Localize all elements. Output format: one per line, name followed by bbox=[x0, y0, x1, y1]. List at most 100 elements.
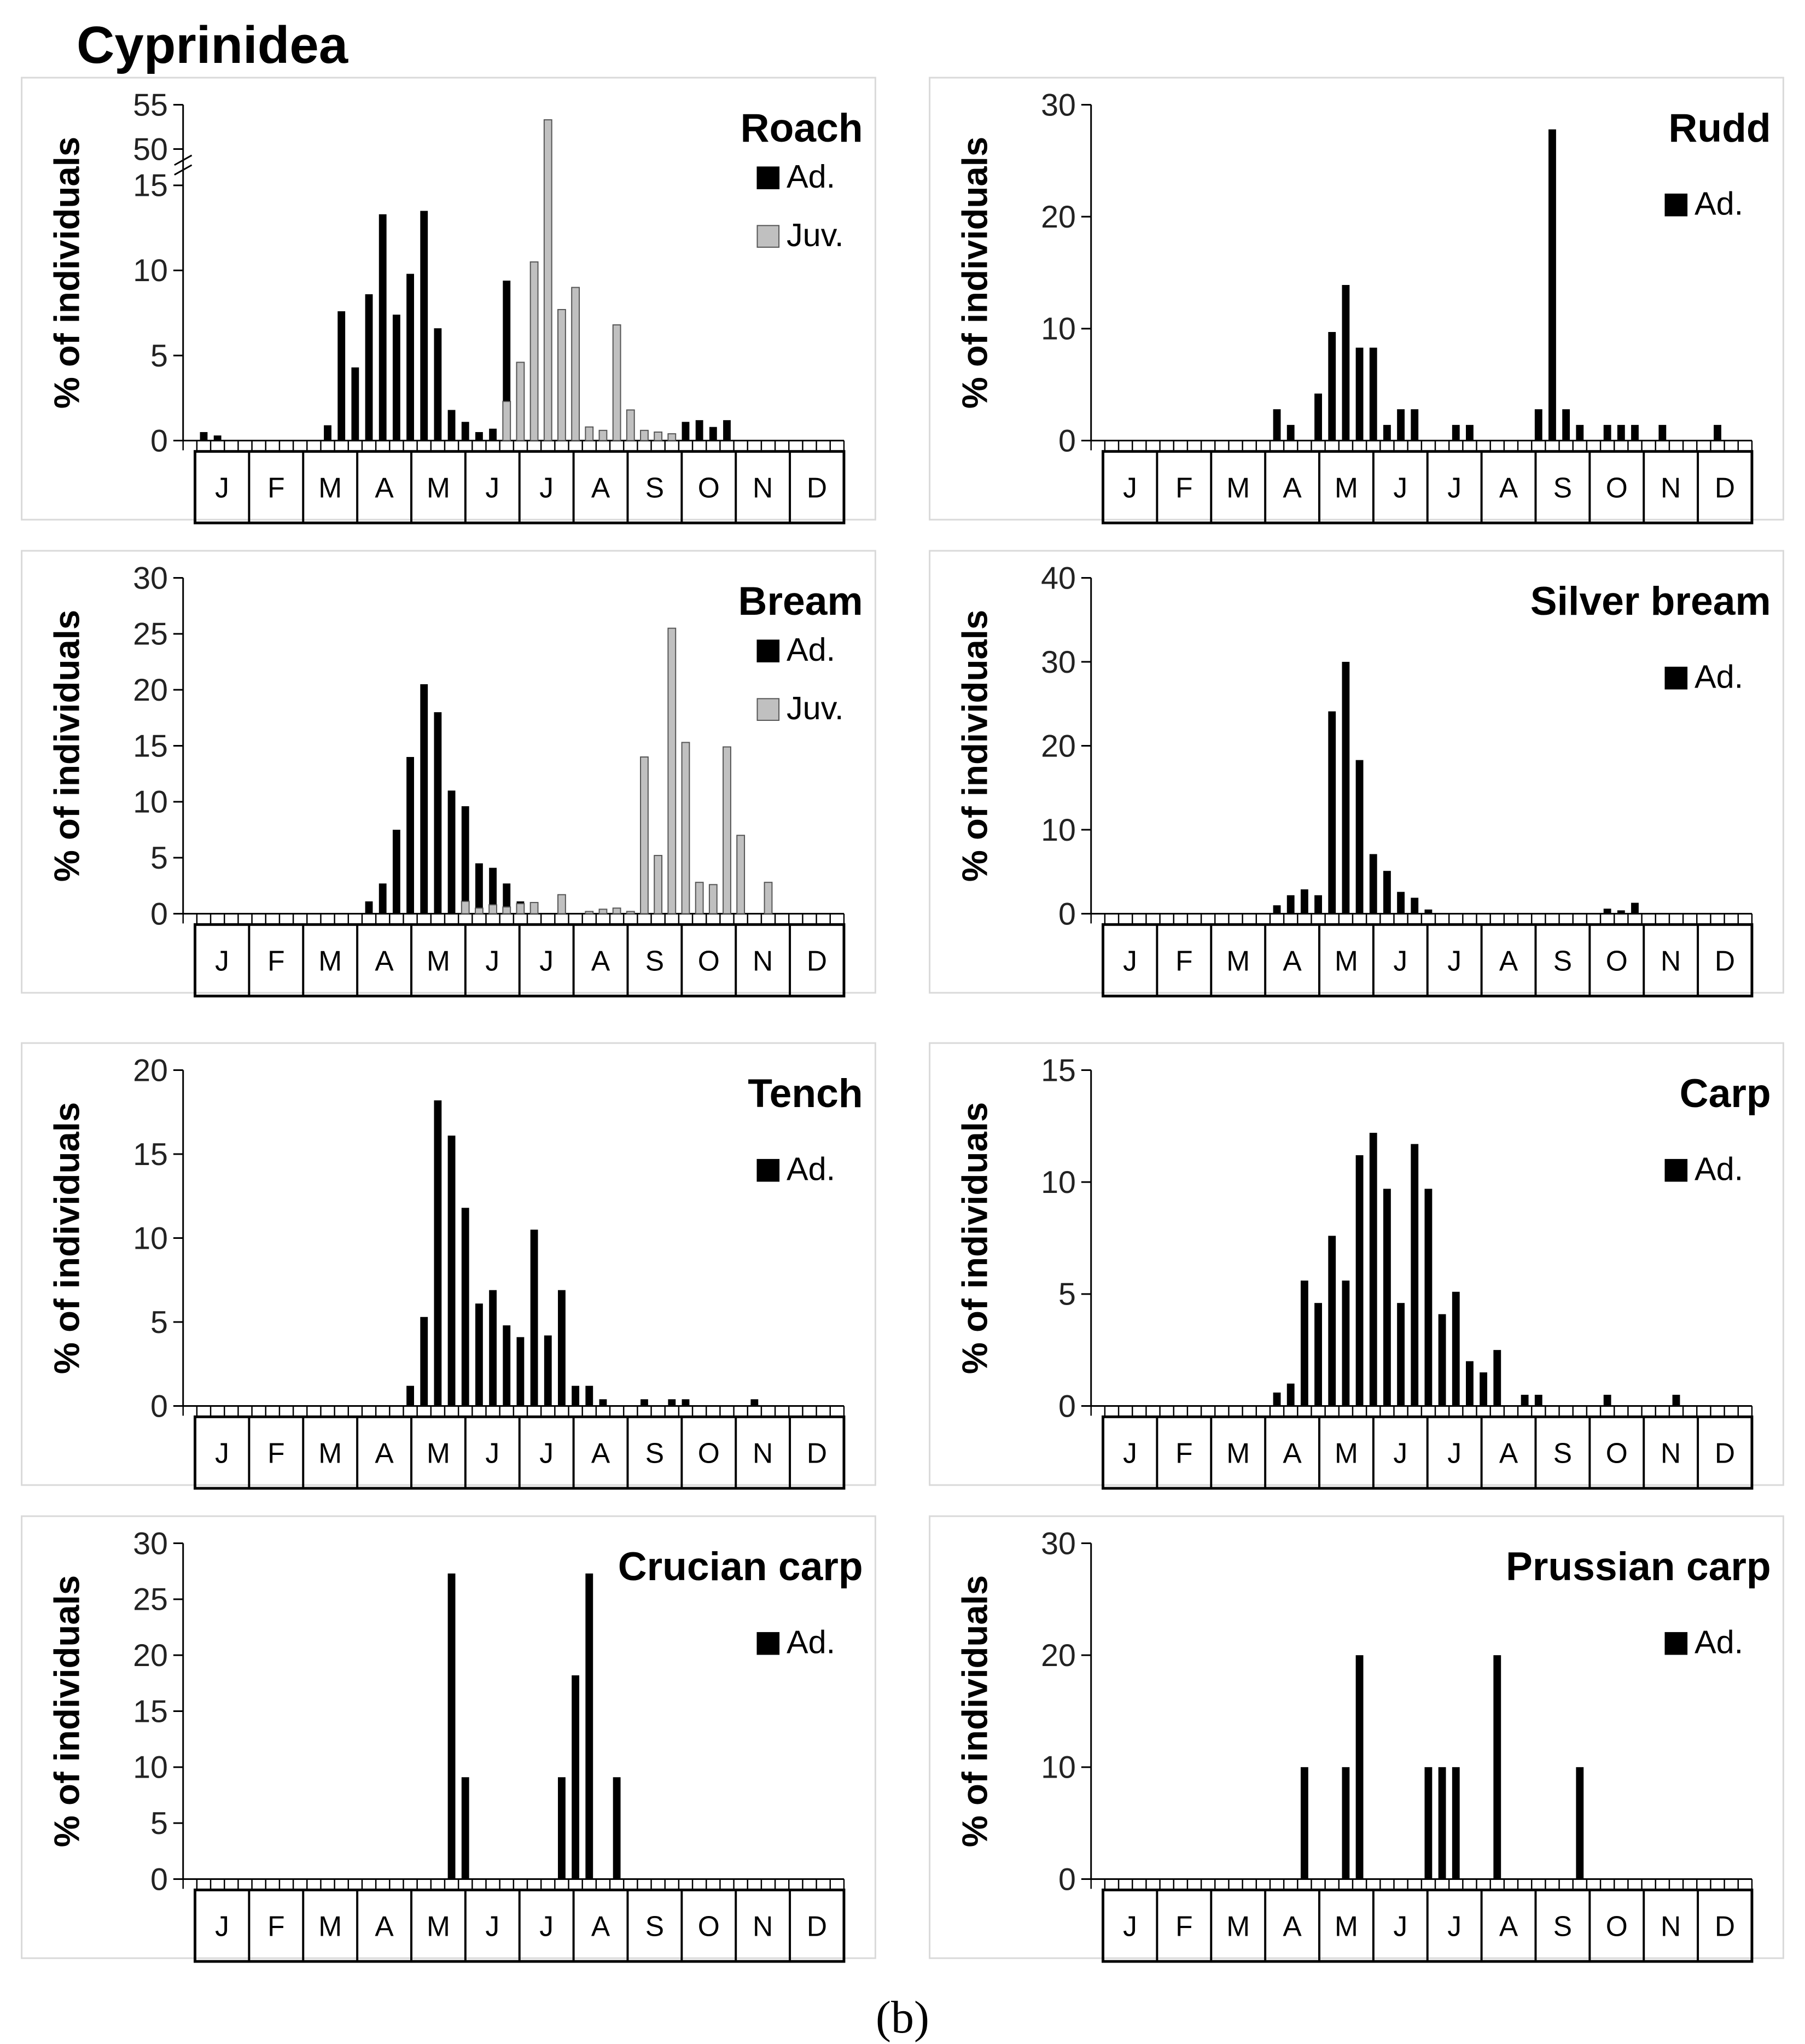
y-tick-label: 20 bbox=[133, 673, 168, 708]
bar-ad-week-20 bbox=[447, 410, 456, 441]
bar-ad-week-36 bbox=[668, 1399, 676, 1406]
bar-ad-week-29 bbox=[572, 1675, 580, 1879]
month-label: D bbox=[807, 1910, 827, 1942]
month-label: S bbox=[645, 471, 664, 503]
bar-juv-week-38 bbox=[695, 882, 704, 915]
bar-ad-week-33 bbox=[1534, 1395, 1542, 1406]
month-label: M bbox=[1335, 1437, 1358, 1469]
species-title: Roach bbox=[741, 106, 863, 150]
y-tick-label: 0 bbox=[1058, 423, 1076, 458]
bar-ad-week-38 bbox=[1603, 909, 1611, 914]
bar-ad-week-21 bbox=[461, 1777, 469, 1879]
month-label: N bbox=[753, 945, 773, 976]
legend-swatch-ad bbox=[756, 639, 780, 662]
month-label: A bbox=[591, 945, 610, 976]
y-tick-label: 10 bbox=[1041, 1750, 1076, 1785]
month-label: D bbox=[807, 945, 827, 976]
y-axis-label: % of individuals bbox=[47, 137, 87, 409]
bar-ad-week-19 bbox=[434, 712, 442, 914]
month-label: N bbox=[1661, 1910, 1681, 1942]
y-axis-label: % of individuals bbox=[47, 1575, 87, 1848]
y-axis-label: % of individuals bbox=[955, 1575, 995, 1848]
month-label: N bbox=[1661, 945, 1681, 976]
bar-ad-week-23 bbox=[1397, 892, 1405, 914]
bar-ad-week-36 bbox=[1576, 424, 1584, 441]
chart-panel-carp: 0 5 10 15 % of individuals J F M A M J J A S O N D Carp Ad… bbox=[924, 1042, 1789, 1490]
legend-label-juv: Juv. bbox=[787, 690, 844, 726]
month-label: M bbox=[427, 1437, 450, 1469]
month-label: J bbox=[1123, 1437, 1137, 1469]
month-label: D bbox=[807, 1437, 827, 1469]
species-title: Rudd bbox=[1668, 106, 1771, 150]
y-tick-label: 0 bbox=[1058, 1862, 1076, 1897]
bar-ad-week-38 bbox=[1603, 1395, 1611, 1406]
y-tick-label: 10 bbox=[133, 1221, 168, 1256]
y-tick-label: 0 bbox=[1058, 896, 1076, 931]
chart-crucian-carp: 0 5 10 15 20 25 30 % of individuals J F M A M J J A S O N D… bbox=[21, 1515, 876, 1963]
bar-ad-week-38 bbox=[1603, 424, 1611, 441]
bar-ad-week-43 bbox=[1672, 1395, 1680, 1406]
y-tick-label: 5 bbox=[150, 339, 168, 374]
chart-frame bbox=[929, 77, 1784, 521]
month-label: D bbox=[1715, 1910, 1735, 1942]
month-label: J bbox=[215, 1437, 229, 1469]
month-label: A bbox=[375, 471, 394, 503]
month-label: M bbox=[318, 1437, 342, 1469]
y-tick-label: 15 bbox=[1041, 1053, 1076, 1088]
month-label: M bbox=[427, 945, 450, 976]
month-label: D bbox=[1715, 471, 1735, 503]
y-tick-label: 40 bbox=[1041, 561, 1076, 596]
bar-ad-week-24 bbox=[1411, 898, 1419, 914]
bar-ad-week-26 bbox=[1438, 1767, 1446, 1879]
bar-juv-week-26 bbox=[529, 261, 539, 441]
bar-juv-week-43 bbox=[764, 882, 773, 915]
month-label: J bbox=[1447, 945, 1462, 976]
bar-juv-week-33 bbox=[626, 911, 635, 915]
y-tick-label: 10 bbox=[1041, 1165, 1076, 1200]
month-label: J bbox=[485, 1910, 499, 1942]
bar-juv-week-33 bbox=[626, 409, 635, 441]
bar-ad-week-23 bbox=[489, 867, 497, 914]
month-label: A bbox=[1499, 471, 1518, 503]
bar-ad-week-20 bbox=[447, 1573, 456, 1879]
month-label: J bbox=[539, 945, 554, 976]
bar-juv-week-32 bbox=[612, 324, 621, 441]
bar-ad-week-21 bbox=[461, 1208, 469, 1406]
bar-ad-week-18 bbox=[1328, 711, 1336, 914]
y-tick-label: 0 bbox=[150, 1389, 168, 1424]
y-tick-label: 0 bbox=[150, 896, 168, 931]
chart-panel-silver-bream: 0 10 20 30 40 % of individuals J F M A M J J A S O N D Sil… bbox=[924, 550, 1789, 998]
bar-ad-week-29 bbox=[572, 1385, 580, 1406]
bar-ad-week-24 bbox=[503, 1325, 511, 1406]
y-tick-label: 5 bbox=[150, 1305, 168, 1340]
month-label: M bbox=[1335, 1910, 1358, 1942]
month-label: N bbox=[1661, 1437, 1681, 1469]
bar-ad-week-35 bbox=[1562, 409, 1570, 441]
bar-juv-week-34 bbox=[640, 429, 649, 441]
bar-juv-week-25 bbox=[516, 362, 525, 441]
bar-ad-week-19 bbox=[1342, 1280, 1350, 1406]
y-tick-label: 10 bbox=[1041, 813, 1076, 848]
bar-ad-week-39 bbox=[1617, 424, 1625, 441]
bar-ad-week-24 bbox=[1411, 1144, 1419, 1406]
y-tick-label: 30 bbox=[1041, 645, 1076, 680]
legend-label-ad: Ad. bbox=[1695, 1151, 1743, 1187]
bar-ad-week-11 bbox=[324, 425, 331, 441]
legend-swatch-ad bbox=[1664, 666, 1688, 690]
month-label: M bbox=[1335, 471, 1358, 503]
bar-juv-week-30 bbox=[585, 911, 594, 915]
y-axis-label: % of individuals bbox=[47, 1102, 87, 1375]
bar-ad-week-16 bbox=[392, 830, 400, 914]
month-label: S bbox=[1553, 471, 1572, 503]
bar-juv-week-41 bbox=[736, 835, 746, 915]
figure-title: Cyprinidea bbox=[77, 16, 348, 74]
month-label: F bbox=[1175, 1910, 1192, 1942]
bar-ad-week-26 bbox=[1438, 1314, 1446, 1406]
month-label: J bbox=[1393, 1437, 1407, 1469]
month-label: M bbox=[427, 471, 450, 503]
month-label: S bbox=[1553, 945, 1572, 976]
month-label: A bbox=[591, 1437, 610, 1469]
bar-ad-week-42 bbox=[1658, 424, 1667, 441]
bar-ad-week-21 bbox=[461, 806, 469, 914]
